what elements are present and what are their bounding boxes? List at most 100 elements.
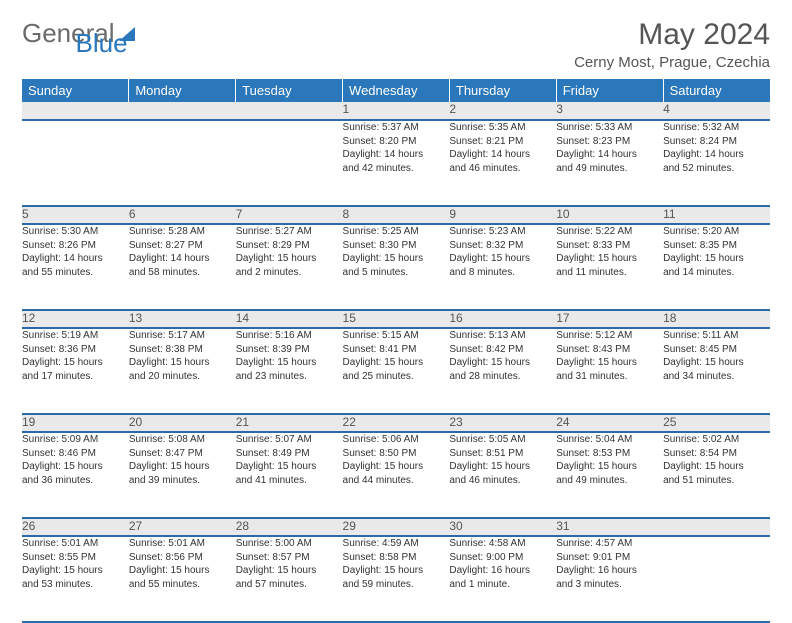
logo: General Blue bbox=[22, 18, 192, 49]
day-sr: Sunrise: 5:04 AM bbox=[556, 433, 663, 447]
day-number-cell: 31 bbox=[556, 518, 663, 536]
day-number-cell: 3 bbox=[556, 102, 663, 120]
day-detail-cell bbox=[236, 120, 343, 206]
daynum-row: 1234 bbox=[22, 102, 770, 120]
day-d1: Daylight: 15 hours bbox=[343, 252, 450, 266]
day-detail-cell: Sunrise: 5:32 AMSunset: 8:24 PMDaylight:… bbox=[663, 120, 770, 206]
day-sr: Sunrise: 5:07 AM bbox=[236, 433, 343, 447]
day-number-cell: 14 bbox=[236, 310, 343, 328]
day-d2: and 11 minutes. bbox=[556, 266, 663, 280]
day-number-cell: 22 bbox=[343, 414, 450, 432]
day-ss: Sunset: 8:27 PM bbox=[129, 239, 236, 253]
day-detail-cell: Sunrise: 5:28 AMSunset: 8:27 PMDaylight:… bbox=[129, 224, 236, 310]
day-detail-cell: Sunrise: 5:06 AMSunset: 8:50 PMDaylight:… bbox=[343, 432, 450, 518]
day-ss: Sunset: 8:55 PM bbox=[22, 551, 129, 565]
day-d1: Daylight: 15 hours bbox=[22, 356, 129, 370]
day-sr: Sunrise: 5:20 AM bbox=[663, 225, 770, 239]
day-sr: Sunrise: 5:28 AM bbox=[129, 225, 236, 239]
day-sr: Sunrise: 5:01 AM bbox=[129, 537, 236, 551]
day-sr: Sunrise: 4:58 AM bbox=[449, 537, 556, 551]
day-d2: and 57 minutes. bbox=[236, 578, 343, 592]
day-ss: Sunset: 8:47 PM bbox=[129, 447, 236, 461]
day-ss: Sunset: 8:54 PM bbox=[663, 447, 770, 461]
day-number-cell: 1 bbox=[343, 102, 450, 120]
day-d2: and 34 minutes. bbox=[663, 370, 770, 384]
day-ss: Sunset: 8:56 PM bbox=[129, 551, 236, 565]
day-sr: Sunrise: 5:23 AM bbox=[449, 225, 556, 239]
day-d1: Daylight: 15 hours bbox=[343, 460, 450, 474]
day-number-cell: 13 bbox=[129, 310, 236, 328]
day-detail-cell: Sunrise: 4:58 AMSunset: 9:00 PMDaylight:… bbox=[449, 536, 556, 622]
day-number-cell bbox=[663, 518, 770, 536]
day-d1: Daylight: 15 hours bbox=[236, 460, 343, 474]
weekday-header: Friday bbox=[556, 79, 663, 102]
day-sr: Sunrise: 5:11 AM bbox=[663, 329, 770, 343]
day-ss: Sunset: 8:49 PM bbox=[236, 447, 343, 461]
day-d1: Daylight: 15 hours bbox=[129, 356, 236, 370]
weekday-header: Saturday bbox=[663, 79, 770, 102]
day-detail-cell: Sunrise: 5:07 AMSunset: 8:49 PMDaylight:… bbox=[236, 432, 343, 518]
day-d1: Daylight: 16 hours bbox=[449, 564, 556, 578]
day-number-cell: 30 bbox=[449, 518, 556, 536]
day-detail-cell: Sunrise: 5:00 AMSunset: 8:57 PMDaylight:… bbox=[236, 536, 343, 622]
day-d2: and 51 minutes. bbox=[663, 474, 770, 488]
day-number-cell: 20 bbox=[129, 414, 236, 432]
day-detail-cell: Sunrise: 5:02 AMSunset: 8:54 PMDaylight:… bbox=[663, 432, 770, 518]
day-sr: Sunrise: 5:27 AM bbox=[236, 225, 343, 239]
day-number-cell: 15 bbox=[343, 310, 450, 328]
day-detail-cell: Sunrise: 5:27 AMSunset: 8:29 PMDaylight:… bbox=[236, 224, 343, 310]
detail-row: Sunrise: 5:19 AMSunset: 8:36 PMDaylight:… bbox=[22, 328, 770, 414]
day-sr: Sunrise: 5:30 AM bbox=[22, 225, 129, 239]
day-sr: Sunrise: 5:17 AM bbox=[129, 329, 236, 343]
day-d1: Daylight: 14 hours bbox=[449, 148, 556, 162]
day-sr: Sunrise: 5:16 AM bbox=[236, 329, 343, 343]
day-detail-cell: Sunrise: 5:16 AMSunset: 8:39 PMDaylight:… bbox=[236, 328, 343, 414]
day-sr: Sunrise: 5:37 AM bbox=[343, 121, 450, 135]
day-ss: Sunset: 8:38 PM bbox=[129, 343, 236, 357]
day-detail-cell: Sunrise: 5:11 AMSunset: 8:45 PMDaylight:… bbox=[663, 328, 770, 414]
day-detail-cell: Sunrise: 5:37 AMSunset: 8:20 PMDaylight:… bbox=[343, 120, 450, 206]
day-sr: Sunrise: 5:00 AM bbox=[236, 537, 343, 551]
day-number-cell: 17 bbox=[556, 310, 663, 328]
day-d2: and 42 minutes. bbox=[343, 162, 450, 176]
day-d1: Daylight: 15 hours bbox=[129, 460, 236, 474]
detail-row: Sunrise: 5:09 AMSunset: 8:46 PMDaylight:… bbox=[22, 432, 770, 518]
day-number-cell: 9 bbox=[449, 206, 556, 224]
daynum-row: 12131415161718 bbox=[22, 310, 770, 328]
day-number-cell bbox=[22, 102, 129, 120]
day-detail-cell: Sunrise: 4:59 AMSunset: 8:58 PMDaylight:… bbox=[343, 536, 450, 622]
day-sr: Sunrise: 5:25 AM bbox=[343, 225, 450, 239]
day-d2: and 17 minutes. bbox=[22, 370, 129, 384]
day-sr: Sunrise: 5:22 AM bbox=[556, 225, 663, 239]
day-ss: Sunset: 8:51 PM bbox=[449, 447, 556, 461]
day-number-cell: 26 bbox=[22, 518, 129, 536]
day-detail-cell: Sunrise: 5:13 AMSunset: 8:42 PMDaylight:… bbox=[449, 328, 556, 414]
day-number-cell: 29 bbox=[343, 518, 450, 536]
day-number-cell: 5 bbox=[22, 206, 129, 224]
day-d2: and 8 minutes. bbox=[449, 266, 556, 280]
weekday-header: Thursday bbox=[449, 79, 556, 102]
day-sr: Sunrise: 5:06 AM bbox=[343, 433, 450, 447]
day-number-cell: 2 bbox=[449, 102, 556, 120]
day-number-cell: 25 bbox=[663, 414, 770, 432]
day-number-cell: 28 bbox=[236, 518, 343, 536]
day-sr: Sunrise: 5:12 AM bbox=[556, 329, 663, 343]
day-ss: Sunset: 8:36 PM bbox=[22, 343, 129, 357]
day-d1: Daylight: 15 hours bbox=[129, 564, 236, 578]
day-d1: Daylight: 14 hours bbox=[129, 252, 236, 266]
day-detail-cell bbox=[129, 120, 236, 206]
day-d1: Daylight: 15 hours bbox=[343, 564, 450, 578]
day-ss: Sunset: 8:50 PM bbox=[343, 447, 450, 461]
day-ss: Sunset: 8:23 PM bbox=[556, 135, 663, 149]
day-d2: and 49 minutes. bbox=[556, 474, 663, 488]
weekday-header: Sunday bbox=[22, 79, 129, 102]
day-detail-cell: Sunrise: 5:04 AMSunset: 8:53 PMDaylight:… bbox=[556, 432, 663, 518]
day-ss: Sunset: 8:46 PM bbox=[22, 447, 129, 461]
day-detail-cell: Sunrise: 5:20 AMSunset: 8:35 PMDaylight:… bbox=[663, 224, 770, 310]
day-detail-cell: Sunrise: 5:01 AMSunset: 8:56 PMDaylight:… bbox=[129, 536, 236, 622]
day-d1: Daylight: 15 hours bbox=[449, 460, 556, 474]
day-ss: Sunset: 8:42 PM bbox=[449, 343, 556, 357]
day-sr: Sunrise: 5:32 AM bbox=[663, 121, 770, 135]
day-sr: Sunrise: 5:35 AM bbox=[449, 121, 556, 135]
day-d2: and 49 minutes. bbox=[556, 162, 663, 176]
